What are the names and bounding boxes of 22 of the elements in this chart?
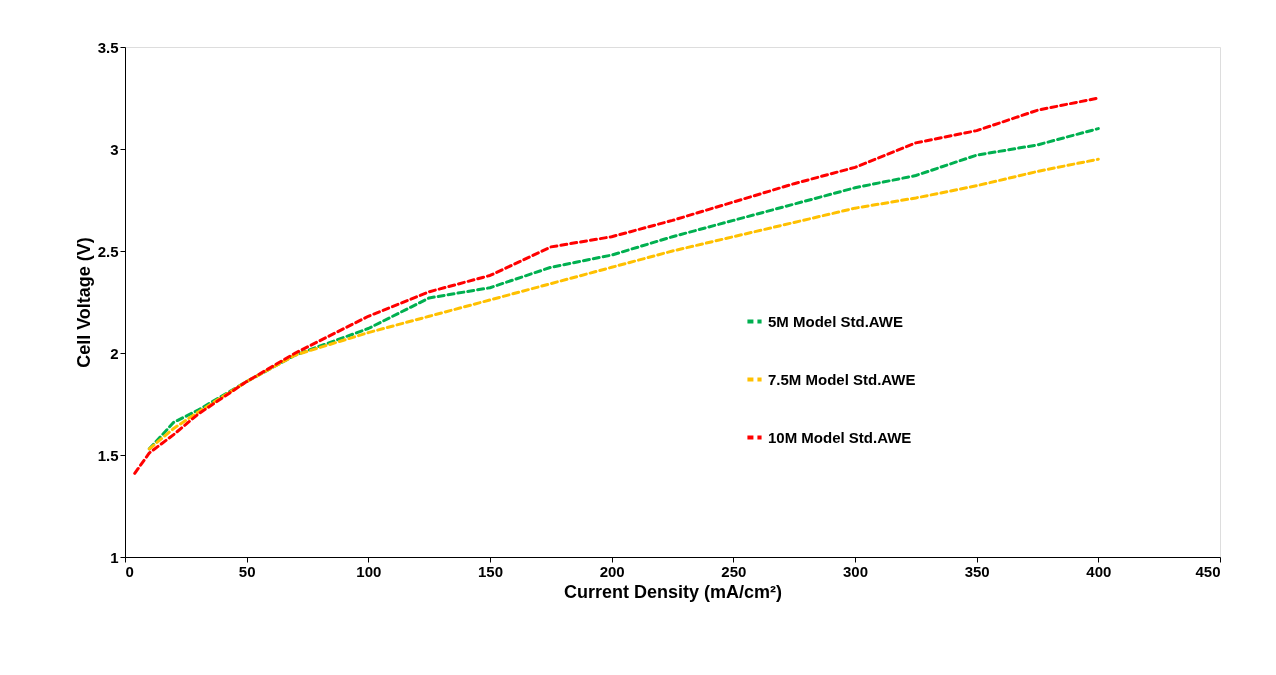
x-tick-label: 50 [238,562,256,580]
y-tick-label: 1.5 [97,446,119,464]
legend-label: 10M Model Std.AWE [768,428,912,446]
x-tick-label: 350 [964,562,990,580]
x-axis-title: Current Density (mA/cm²) [563,581,783,602]
legend-label: 5M Model Std.AWE [768,312,903,330]
x-tick-label: 400 [1086,562,1112,580]
y-tick-label: 3.5 [97,38,119,56]
y-tick-label: 2 [110,344,119,362]
line-series [133,96,1100,475]
x-tick-label: 100 [356,562,382,580]
x-tick-label: 0 [125,562,134,580]
x-tick-label: 200 [599,562,625,580]
x-tick-label: 250 [721,562,747,580]
x-tick-label: 300 [842,562,869,580]
x-tick-label: 450 [1195,562,1221,580]
legend-label: 7.5M Model Std.AWE [768,370,916,388]
y-tick-label: 1 [110,548,119,566]
y-tick-label: 3 [110,140,119,158]
y-tick-label: 2.5 [97,242,119,260]
x-tick-label: 150 [477,562,504,580]
y-axis-title: Cell Voltage (V) [73,237,94,368]
